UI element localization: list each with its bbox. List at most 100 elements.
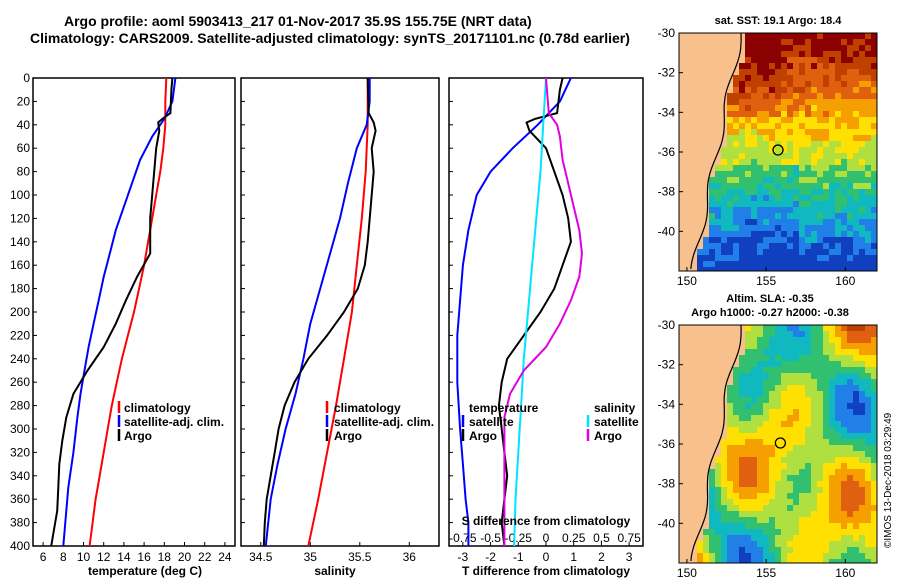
map-cell	[817, 177, 824, 184]
map-cell	[871, 261, 877, 268]
map-cell	[763, 517, 770, 524]
map-cell	[811, 559, 818, 563]
map-cell	[823, 63, 830, 70]
map-cell	[793, 553, 800, 560]
map-cell	[703, 529, 710, 536]
map-cell	[799, 379, 806, 386]
map-cell	[847, 499, 854, 506]
map-cell	[799, 475, 806, 482]
map-cell	[727, 135, 734, 142]
map-cell	[853, 541, 860, 548]
map-cell	[793, 493, 800, 500]
map-cell	[709, 529, 716, 536]
map-cell	[763, 451, 770, 458]
map-cell	[829, 343, 836, 350]
map-cell	[733, 505, 740, 512]
map-cell	[763, 63, 770, 70]
map-cell	[769, 355, 776, 362]
map-cell	[823, 93, 830, 100]
map-cell	[787, 421, 794, 428]
map-cell	[781, 141, 788, 148]
map-cell	[745, 147, 752, 154]
map-cell	[763, 403, 770, 410]
map-cell	[751, 51, 758, 58]
map-cell	[817, 397, 824, 404]
map-cell	[829, 255, 836, 262]
map-cell	[763, 75, 770, 82]
map-cell	[709, 237, 716, 244]
map-cell	[823, 267, 830, 271]
map-cell	[733, 105, 740, 112]
map-cell	[865, 189, 872, 196]
map-cell	[745, 409, 752, 416]
map-cell	[793, 403, 800, 410]
map-cell	[811, 33, 818, 40]
map-cell	[715, 541, 722, 548]
map-cell	[709, 559, 716, 563]
map-cell	[721, 445, 728, 452]
map-cell	[871, 391, 877, 398]
map-cell	[739, 111, 746, 118]
map-cell	[793, 39, 800, 46]
map-cell	[787, 147, 794, 154]
map-cell	[859, 255, 866, 262]
map-cell	[835, 421, 842, 428]
map-cell	[793, 529, 800, 536]
map-cell	[775, 51, 782, 58]
map-cell	[865, 117, 872, 124]
map-cell	[853, 207, 860, 214]
map-cell	[853, 255, 860, 262]
map-cell	[709, 225, 716, 232]
map-cell	[871, 207, 877, 214]
map-cell	[871, 69, 877, 76]
map-cell	[847, 261, 854, 268]
map-cell	[769, 541, 776, 548]
map-cell	[793, 207, 800, 214]
map-cell	[709, 177, 716, 184]
map-cell	[763, 237, 770, 244]
map-cell	[775, 439, 782, 446]
map-cell	[823, 141, 830, 148]
map-cell	[787, 559, 794, 563]
map-cell	[829, 267, 836, 271]
map-cell	[757, 445, 764, 452]
map-cell	[865, 225, 872, 232]
map-x-tick-label: 155	[756, 566, 776, 580]
map-cell	[865, 361, 872, 368]
map-cell	[781, 511, 788, 518]
map-cell	[841, 111, 848, 118]
map-cell	[763, 69, 770, 76]
map-cell	[859, 57, 866, 64]
map-cell	[865, 219, 872, 226]
map-cell	[817, 367, 824, 374]
map-cell	[757, 141, 764, 148]
map-cell	[739, 201, 746, 208]
map-cell	[763, 433, 770, 440]
map-cell	[781, 517, 788, 524]
depth-tick-label: 300	[10, 422, 30, 436]
map-cell	[871, 355, 877, 362]
map-y-tick-label: -36	[658, 437, 676, 451]
map-cell	[823, 373, 830, 380]
map-cell	[793, 541, 800, 548]
map-cell	[775, 45, 782, 52]
map-cell	[739, 385, 746, 392]
map-cell	[751, 343, 758, 350]
map-cell	[841, 75, 848, 82]
map-cell	[799, 177, 806, 184]
map-cell	[781, 487, 788, 494]
map-cell	[787, 63, 794, 70]
map-cell	[763, 51, 770, 58]
map-cell	[781, 445, 788, 452]
map-cell	[811, 105, 818, 112]
map-cell	[835, 159, 842, 166]
map-cell	[745, 243, 752, 250]
map-cell	[757, 475, 764, 482]
map-cell	[829, 141, 836, 148]
map-cell	[745, 189, 752, 196]
map-cell	[859, 541, 866, 548]
map-cell	[739, 445, 746, 452]
map-cell	[841, 45, 848, 52]
map-cell	[745, 463, 752, 470]
map-cell	[745, 75, 752, 82]
